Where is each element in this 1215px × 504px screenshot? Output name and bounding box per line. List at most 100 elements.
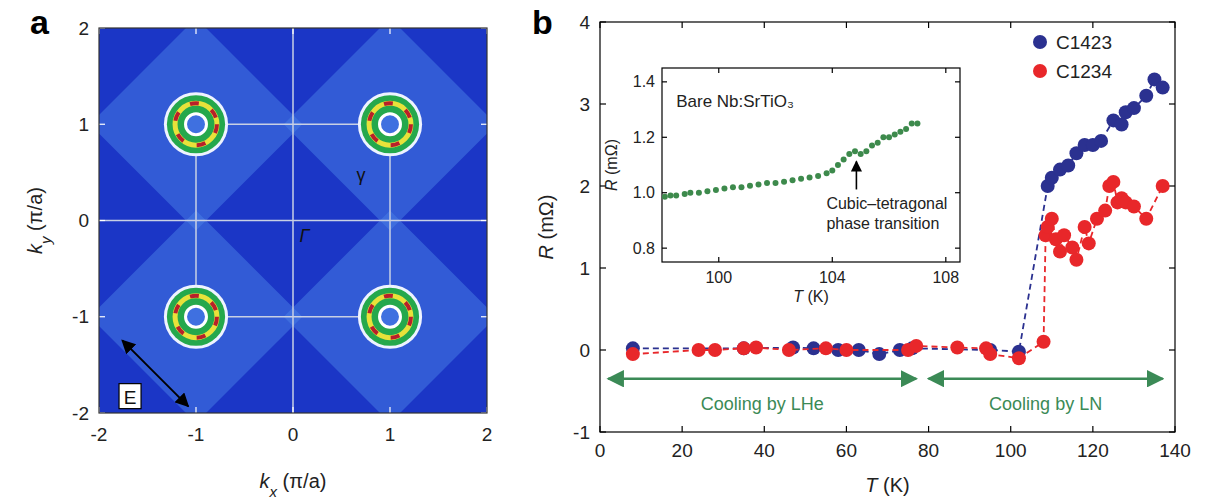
pocket-rim [358,285,422,349]
pocket-hot [369,296,411,338]
pocket-hot [369,103,411,145]
frame [99,28,487,413]
point [863,148,869,154]
y-tick [481,124,487,125]
y-tick-label: 3 [579,94,590,115]
x-tick-label: 2 [482,424,493,445]
label-part: R [535,245,557,259]
annotation: Cubic–tetragonalphase transition [826,195,947,231]
annotation: Cooling by LHe [701,394,824,414]
axes: 020406080100120140-101234T (K)R (mΩ) [535,12,1191,496]
x-tick [764,22,765,28]
pocket [358,285,422,349]
point [950,341,964,355]
point [1098,204,1112,218]
x-tick-label: 1 [385,424,396,445]
legend-swatch [1033,35,1047,49]
point [819,341,833,355]
pocket-ring [369,103,411,145]
point [781,179,787,185]
y-tick [955,137,960,138]
y-tick [481,316,487,317]
y-tick [99,316,105,317]
point [673,192,679,198]
point [909,120,915,126]
point [1053,245,1067,259]
y-tick [1169,349,1175,350]
point [1094,134,1108,148]
annotation: Γ [300,226,311,246]
x-axis-title: kx (π/a) [260,470,327,500]
y-axis-title: R (mΩ) [603,139,620,191]
point [892,132,898,138]
x-tick-label: -1 [188,424,205,445]
point [1069,253,1083,267]
x-tick [1010,426,1011,432]
map-glow [99,210,302,413]
point [798,176,804,182]
pocket-hot [175,296,217,338]
x-tick [846,22,847,28]
y-tick [99,124,105,125]
pocket-rim [358,92,422,156]
point [903,126,909,132]
point [897,129,903,135]
point [773,180,779,186]
label-part: (mΩ) [535,195,557,246]
point [824,170,830,176]
label-part: (mΩ) [603,139,620,179]
x-tick [945,257,946,262]
map-area [99,28,487,413]
x-tick [682,426,683,432]
pocket-ring [369,296,411,338]
point [886,134,892,140]
x-tick [292,28,293,34]
point [1082,236,1096,250]
y-tick-label: -2 [72,403,89,424]
point [1127,200,1141,214]
x-tick [846,426,847,432]
point [1065,241,1079,255]
label-part: (K) [803,288,829,305]
annotation-arrow [856,161,858,189]
point [708,343,722,357]
pocket-core [186,114,207,135]
y-tick [662,137,667,138]
point [747,183,753,189]
inset-ground [608,64,968,310]
label-part: (π/a) [24,187,46,236]
x-tick [832,257,833,262]
x-tick [389,407,390,413]
legend-label: C1423 [1056,32,1112,53]
pocket-rim [164,92,228,156]
pocket-ring [175,103,217,145]
x-tick [1010,22,1011,28]
annotation-line: Cubic–tetragonal [826,195,947,212]
x-tick [1092,426,1093,432]
point [846,151,852,157]
x-tick [764,426,765,432]
point [852,148,858,154]
y-tick-label: 0.8 [633,240,655,257]
point [1037,335,1051,349]
x-tick [928,22,929,28]
y-tick-label: 2 [579,176,590,197]
y-tick-label: 4 [579,12,590,33]
axes: 1001041080.81.01.21.4T (K)R (mΩ) [603,68,960,305]
point [835,162,841,168]
x-axis-title: T (K) [793,288,829,305]
panel-label: a [30,3,50,41]
y-tick-label: 0 [579,340,590,361]
y-tick-label: 1 [579,258,590,279]
point [815,173,821,179]
x-tick [945,68,946,73]
point [737,341,751,355]
legend-swatch [1033,64,1047,78]
x-tick [195,28,196,34]
point [1061,159,1075,173]
y-tick-label: -1 [573,422,590,443]
pocket [164,92,228,156]
pocket-ring [175,296,217,338]
y-tick [1169,103,1175,104]
pocket-body [361,288,419,346]
